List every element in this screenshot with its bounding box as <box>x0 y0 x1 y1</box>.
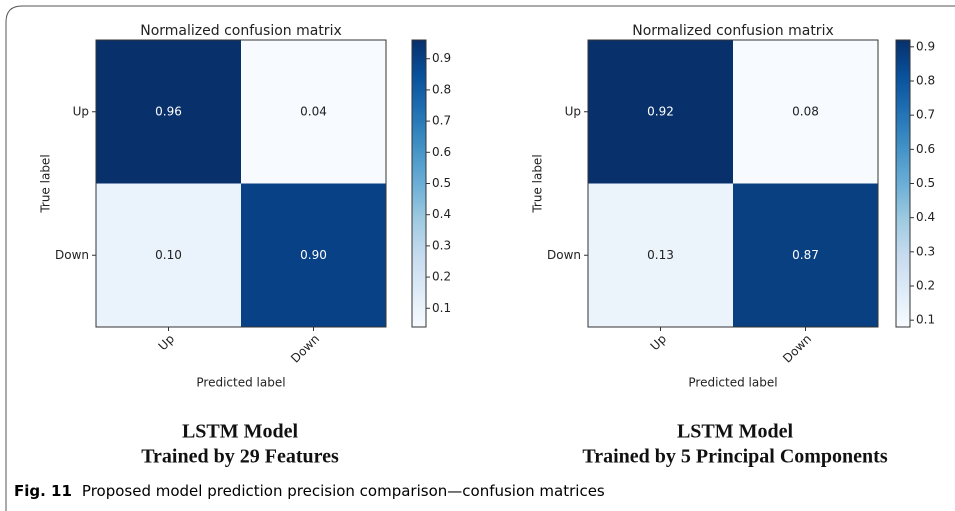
colorbar-tick-label: 0.1 <box>916 313 935 327</box>
caption: Fig. 11 Proposed model prediction precisi… <box>14 482 605 500</box>
colorbar-tick-label: 0.7 <box>432 114 451 128</box>
y-tick-label: Down <box>547 248 581 262</box>
cell-label: 0.13 <box>647 248 674 262</box>
cell-label: 0.96 <box>155 104 182 118</box>
cell-label: 0.04 <box>300 104 327 118</box>
cell <box>588 183 733 327</box>
colorbar-tick-label: 0.2 <box>916 279 935 293</box>
colorbar-tick-label: 0.5 <box>432 176 451 190</box>
model-subtitle: LSTM Model <box>182 421 299 443</box>
cell-label: 0.90 <box>300 248 327 262</box>
cell <box>733 183 878 327</box>
cell-label: 0.08 <box>792 104 819 118</box>
cell <box>241 40 386 184</box>
colorbar-tick-label: 0.3 <box>916 244 935 258</box>
cell <box>96 183 241 327</box>
cell <box>241 183 386 327</box>
chart-title: Normalized confusion matrix <box>632 23 834 39</box>
colorbar-tick-label: 0.4 <box>432 207 451 221</box>
colorbar-tick-label: 0.3 <box>432 238 451 252</box>
frame <box>5 5 955 511</box>
y-tick-label: Down <box>55 248 89 262</box>
cell <box>96 40 241 184</box>
colorbar-tick-label: 0.9 <box>916 39 935 53</box>
cell <box>733 40 878 184</box>
colorbar-tick-label: 0.8 <box>432 82 451 96</box>
x-tick-label: Up <box>156 332 178 354</box>
colorbar <box>895 39 911 328</box>
plot-border <box>95 39 387 328</box>
model-subtitle: Trained by 29 Features <box>141 446 339 468</box>
plot-border <box>587 39 879 328</box>
y-axis-label: True label <box>39 154 53 213</box>
cell-label: 0.10 <box>155 248 182 262</box>
caption-text: Proposed model prediction precision comp… <box>82 482 605 500</box>
cell <box>588 40 733 184</box>
x-axis-label: Predicted label <box>688 376 777 390</box>
colorbar <box>411 39 427 328</box>
y-tick-label: Up <box>565 104 581 118</box>
model-subtitle: LSTM Model <box>677 421 794 443</box>
caption-label: Fig. 11 <box>14 482 72 500</box>
colorbar-tick-label: 0.9 <box>432 51 451 65</box>
y-axis-label: True label <box>531 154 545 213</box>
colorbar-tick-label: 0.8 <box>916 74 935 88</box>
chart-title: Normalized confusion matrix <box>140 23 342 39</box>
colorbar-tick-label: 0.5 <box>916 176 935 190</box>
x-axis-label: Predicted label <box>196 376 285 390</box>
cell-label: 0.92 <box>647 104 674 118</box>
y-tick-label: Up <box>73 104 89 118</box>
cell-label: 0.87 <box>792 248 819 262</box>
colorbar-tick-label: 0.6 <box>432 145 451 159</box>
x-tick-label: Up <box>648 332 670 354</box>
x-tick-label: Down <box>780 332 814 366</box>
colorbar-tick-label: 0.1 <box>432 301 451 315</box>
colorbar-tick-label: 0.6 <box>916 142 935 156</box>
colorbar-tick-label: 0.2 <box>432 270 451 284</box>
x-tick-label: Down <box>288 332 322 366</box>
colorbar-tick-label: 0.4 <box>916 210 935 224</box>
colorbar-tick-label: 0.7 <box>916 108 935 122</box>
model-subtitle: Trained by 5 Principal Components <box>582 446 887 468</box>
